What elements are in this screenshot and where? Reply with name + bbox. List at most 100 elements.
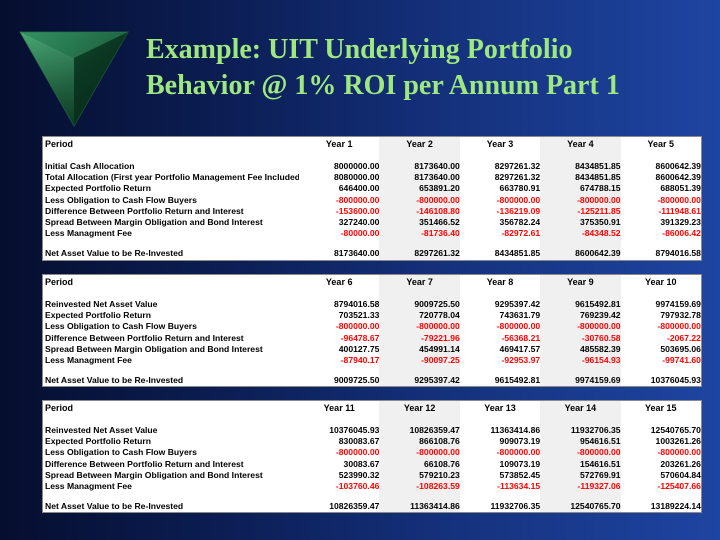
total-cell: 10376045.93 bbox=[650, 375, 701, 386]
value-cell: 154616.51 bbox=[540, 458, 621, 470]
table-header-row: Period Year 6 Year 7 Year 8 Year 9 Year 10 bbox=[43, 275, 701, 290]
row-label: Total Allocation (First year Portfolio M… bbox=[45, 172, 299, 183]
value-cell: -800000.00 bbox=[540, 321, 621, 333]
row-label: Less Obligation to Cash Flow Buyers bbox=[45, 321, 197, 332]
value-cell: 11363414.86 bbox=[490, 425, 541, 435]
value-cell: 9615492.81 bbox=[540, 299, 621, 311]
year-header: Year 9 bbox=[540, 275, 621, 290]
title-line-2: Behavior @ 1% ROI per Annum Part 1 bbox=[146, 70, 620, 101]
spacer-cell bbox=[621, 492, 701, 501]
value-cell: 8080000.00 bbox=[333, 172, 380, 183]
value-cell: 454991.14 bbox=[379, 343, 460, 355]
value-cell: -30760.58 bbox=[540, 332, 621, 344]
spacer-row bbox=[43, 492, 701, 502]
spacer-cell bbox=[460, 366, 540, 375]
year-header: Year 15 bbox=[644, 403, 677, 413]
spacer-cell bbox=[460, 239, 540, 248]
portfolio-table-years-1-5: Period Year 1 Year 2 Year 3 Year 4 Year 5 Init… bbox=[42, 136, 702, 261]
value-cell: -80000.00 bbox=[340, 228, 380, 239]
row-label: Difference Between Portfolio Return and … bbox=[45, 205, 244, 216]
row-label: Less Managment Fee bbox=[45, 228, 132, 239]
value-cell: -146108.80 bbox=[379, 205, 460, 217]
value-cell: 8434851.85 bbox=[540, 161, 621, 173]
value-cell: 674788.15 bbox=[540, 183, 621, 195]
table-row: Difference Between Portfolio Return and … bbox=[43, 205, 701, 217]
value-cell: -96478.67 bbox=[340, 332, 380, 343]
spacer-label bbox=[43, 152, 299, 161]
spacer-cell bbox=[299, 492, 379, 501]
total-label: Net Asset Value to be Re-Invested bbox=[45, 501, 184, 512]
row-label: Spread Between Margin Obligation and Bon… bbox=[45, 216, 263, 227]
value-cell: 8600642.39 bbox=[655, 161, 701, 171]
value-cell: 573852.45 bbox=[499, 469, 541, 480]
table-row: Expected Portfolio Return 830083.67 866108… bbox=[43, 436, 701, 448]
total-cell: 8600642.39 bbox=[540, 248, 621, 260]
value-cell: -96154.93 bbox=[540, 354, 621, 367]
row-label: Less Obligation to Cash Flow Buyers bbox=[45, 447, 197, 458]
spacer-cell bbox=[540, 366, 621, 376]
year-header: Year 8 bbox=[486, 277, 514, 287]
table-row: Spread Between Margin Obligation and Bon… bbox=[43, 469, 701, 481]
spacer-cell bbox=[540, 416, 621, 425]
value-cell: -119327.06 bbox=[540, 480, 621, 493]
value-cell: 327240.00 bbox=[338, 216, 380, 227]
year-header: Year 14 bbox=[540, 401, 621, 416]
spacer-label bbox=[43, 366, 299, 375]
table-row: Initial Cash Allocation 8000000.00 8173640… bbox=[43, 161, 701, 173]
value-cell: 572769.91 bbox=[540, 469, 621, 481]
spacer-cell bbox=[460, 152, 540, 161]
value-cell: -87940.17 bbox=[340, 354, 380, 365]
value-cell: 8794016.58 bbox=[333, 299, 380, 309]
value-cell: 400127.75 bbox=[338, 343, 380, 354]
spacer-row bbox=[43, 290, 701, 299]
value-cell: 663780.91 bbox=[499, 183, 541, 194]
value-cell: 391329.23 bbox=[660, 216, 701, 227]
value-cell: -56368.21 bbox=[501, 332, 541, 343]
spacer-cell bbox=[299, 239, 379, 248]
value-cell: 503695.06 bbox=[660, 343, 701, 354]
row-label: Spread Between Margin Obligation and Bon… bbox=[45, 469, 263, 480]
value-cell: 8173640.00 bbox=[379, 172, 460, 184]
row-label: Difference Between Portfolio Return and … bbox=[45, 332, 244, 343]
total-cell: 9295397.42 bbox=[379, 375, 460, 387]
value-cell: -90097.25 bbox=[379, 354, 460, 367]
spacer-cell bbox=[460, 416, 540, 425]
total-cell: 11932706.35 bbox=[490, 501, 541, 512]
spacer-label bbox=[43, 492, 299, 501]
spacer-cell bbox=[540, 492, 621, 502]
value-cell: -800000.00 bbox=[379, 321, 460, 333]
value-cell: -800000.00 bbox=[657, 321, 701, 332]
value-cell: -800000.00 bbox=[335, 321, 380, 332]
value-cell: -86006.42 bbox=[662, 228, 701, 239]
value-cell: 579210.23 bbox=[379, 469, 460, 481]
value-cell: -125407.66 bbox=[657, 480, 701, 491]
total-cell: 12540765.70 bbox=[540, 501, 621, 513]
total-cell: 9974159.69 bbox=[540, 375, 621, 387]
value-cell: -103760.46 bbox=[335, 480, 380, 491]
spacer-cell bbox=[299, 416, 379, 425]
value-cell: 8297261.32 bbox=[494, 172, 541, 183]
value-cell: 954616.51 bbox=[540, 436, 621, 448]
total-cell: 9615492.81 bbox=[494, 375, 541, 386]
table-row: Spread Between Margin Obligation and Bon… bbox=[43, 343, 701, 355]
year-header: Year 13 bbox=[484, 403, 516, 413]
row-label: Reinvested Net Asset Value bbox=[45, 425, 158, 435]
year-header: Year 3 bbox=[486, 139, 514, 149]
value-cell: 375350.91 bbox=[540, 216, 621, 229]
value-cell: -81736.40 bbox=[379, 228, 460, 240]
spacer-cell bbox=[460, 290, 540, 299]
spacer-cell bbox=[379, 492, 460, 502]
value-cell: -111948.61 bbox=[658, 205, 701, 216]
total-cell: 13189224.14 bbox=[650, 501, 701, 512]
value-cell: 351466.52 bbox=[379, 216, 460, 229]
portfolio-table-years-11-15: Period Year 11 Year 12 Year 13 Year 14 Year 1… bbox=[42, 400, 702, 514]
total-row: Net Asset Value to be Re-Invested 1082635… bbox=[43, 501, 701, 513]
value-cell: -136219.09 bbox=[496, 205, 541, 216]
total-cell: 10826359.47 bbox=[329, 501, 380, 512]
value-cell: 703521.33 bbox=[338, 310, 380, 321]
row-label: Expected Portfolio Return bbox=[45, 310, 151, 321]
value-cell: 8173640.00 bbox=[379, 161, 460, 173]
value-cell: -800000.00 bbox=[379, 194, 460, 206]
value-cell: -800000.00 bbox=[335, 447, 380, 458]
table-row: Reinvested Net Asset Value 10376045.93 108… bbox=[43, 425, 701, 437]
